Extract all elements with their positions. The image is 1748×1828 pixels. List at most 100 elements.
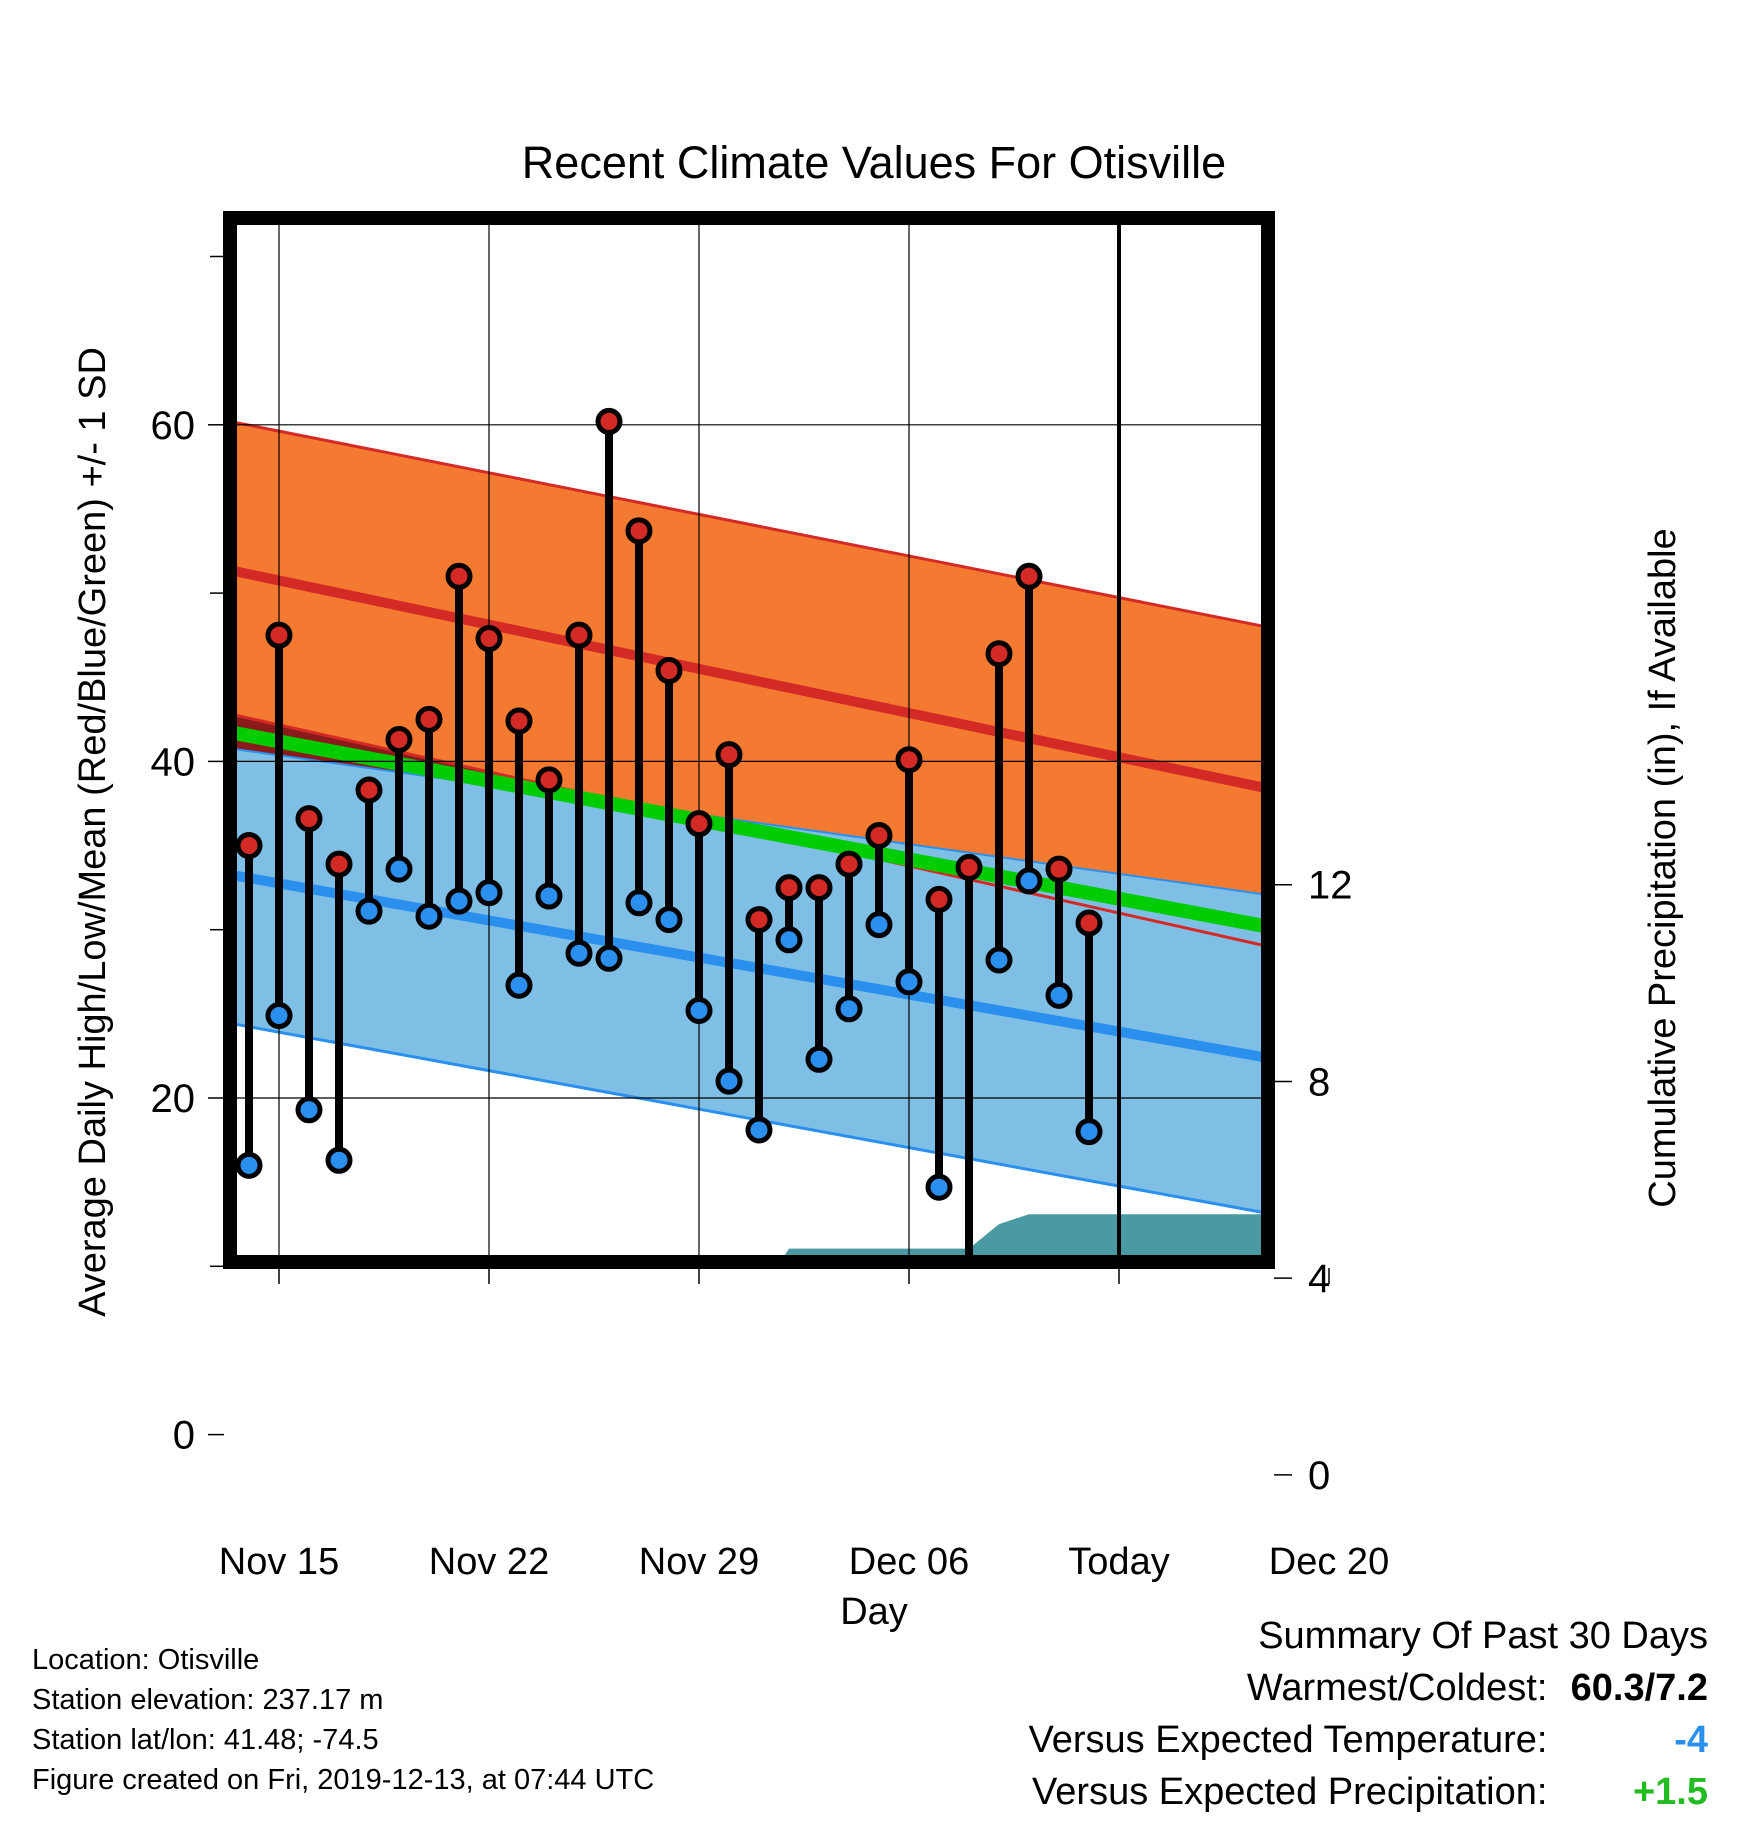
y-left-tick-label: 40 [151,740,196,784]
chart-title: Recent Climate Values For Otisville [522,137,1226,188]
high-point [265,621,293,649]
low-minus-sd-line [224,1020,1274,1217]
high-point [325,850,353,878]
high-point [535,766,563,794]
summary-panel: Summary Of Past 30 Days Warmest/Coldest:… [1029,1610,1708,1818]
high-point [625,517,653,545]
latlon-text: Station lat/lon: 41.48; -74.5 [32,1724,379,1756]
summary-title: Summary Of Past 30 Days [1258,1615,1708,1657]
low-point [535,882,563,910]
created-text: Figure created on Fri, 2019-12-13, at 07… [32,1764,655,1796]
precipitation-area [776,1214,1274,1268]
y-left-tick-label: 0 [173,1414,195,1458]
y-right-tick-label: 4 [1308,1257,1330,1301]
y-right-tick-label: 12 [1308,864,1353,908]
summary-precip-row: Versus Expected Precipitation: +1.5 [1029,1766,1708,1818]
high-point [565,621,593,649]
low-plus-sd-line [224,746,1274,897]
low-point [1015,867,1043,895]
high-point [1045,855,1073,883]
low-point [925,1173,953,1201]
warmest-coldest-label: Warmest/Coldest: [1246,1667,1548,1709]
y-axis-right-label: Cumulative Precipitation (in), If Availa… [1642,528,1684,1207]
low-point [775,926,803,954]
x-tick-label: Dec 20 [1269,1541,1389,1583]
high-point [985,640,1013,668]
low-point [895,968,923,996]
high-point [445,562,473,590]
low-point [958,1302,980,1324]
y-right-tick-label: 0 [1308,1454,1330,1498]
high-point [835,850,863,878]
location-text: Location: Otisville [32,1644,260,1676]
low-point [835,995,863,1023]
station-info: Location: Otisville Station elevation: 2… [32,1640,654,1800]
low-point [445,887,473,915]
high-point [895,746,923,774]
high-point [1015,562,1043,590]
high-point [505,707,533,735]
low-point [355,897,383,925]
x-tick-label: Dec 06 [849,1541,969,1583]
plot-area: 30 Days 0 20 40 60 0 4 8 12 Nov 15 Nov 22 Nov 29 Dec … [151,211,1389,1583]
today-marker-label: 30 [1131,1377,1171,1418]
low-point [595,944,623,972]
x-axis-label: Day [840,1591,908,1633]
low-point [475,879,503,907]
x-tick-label: Nov 29 [639,1541,759,1583]
plot-content: 30 Days [224,212,1274,1466]
low-point [745,1116,773,1144]
high-point [955,853,983,881]
precip-label: Versus Expected Precipitation: [1032,1771,1548,1813]
low-point [385,855,413,883]
temp-value: -4 [1674,1719,1708,1761]
low-point [625,889,653,917]
high-point [235,832,263,860]
low-point [865,911,893,939]
high-point [685,810,713,838]
high-point [805,874,833,902]
high-point [745,906,773,934]
x-tick-label: Nov 22 [429,1541,549,1583]
high-point [475,625,503,653]
low-point [235,1151,263,1179]
low-point [565,939,593,967]
low-mean-line [224,868,1274,1065]
low-point [985,946,1013,974]
summary-warmest-row: Warmest/Coldest: 60.3/7.2 [1029,1662,1708,1714]
low-point [685,996,713,1024]
high-point [385,726,413,754]
high-point [415,705,443,733]
high-point [865,821,893,849]
low-point [1045,981,1073,1009]
y-axis-left-label: Average Daily High/Low/Mean (Red/Blue/Gr… [72,347,114,1317]
elevation-text: Station elevation: 237.17 m [32,1684,384,1716]
precip-value: +1.5 [1632,1771,1708,1813]
low-point [505,971,533,999]
y-right-tick-label: 8 [1308,1060,1330,1104]
low-point [325,1146,353,1174]
high-plus-sd-line [224,418,1274,630]
high-point [715,741,743,769]
high-point [595,407,623,435]
high-point [1075,909,1103,937]
warmest-coldest-value: 60.3/7.2 [1570,1667,1708,1709]
low-point [415,902,443,930]
x-tick-label: Today [1068,1541,1169,1583]
high-point [295,805,323,833]
low-point [715,1067,743,1095]
low-point [655,906,683,934]
high-point [775,874,803,902]
y-left-tick-label: 60 [151,404,196,448]
low-point [805,1045,833,1073]
low-point [1075,1118,1103,1146]
high-point [355,776,383,804]
low-point [265,1002,293,1030]
y-left-tick-label: 20 [151,1077,196,1121]
high-point [925,885,953,913]
high-point [655,657,683,685]
today-marker-label: Days [1131,1425,1217,1466]
plot-frame [223,211,1275,1269]
x-tick-label: Nov 15 [219,1541,339,1583]
